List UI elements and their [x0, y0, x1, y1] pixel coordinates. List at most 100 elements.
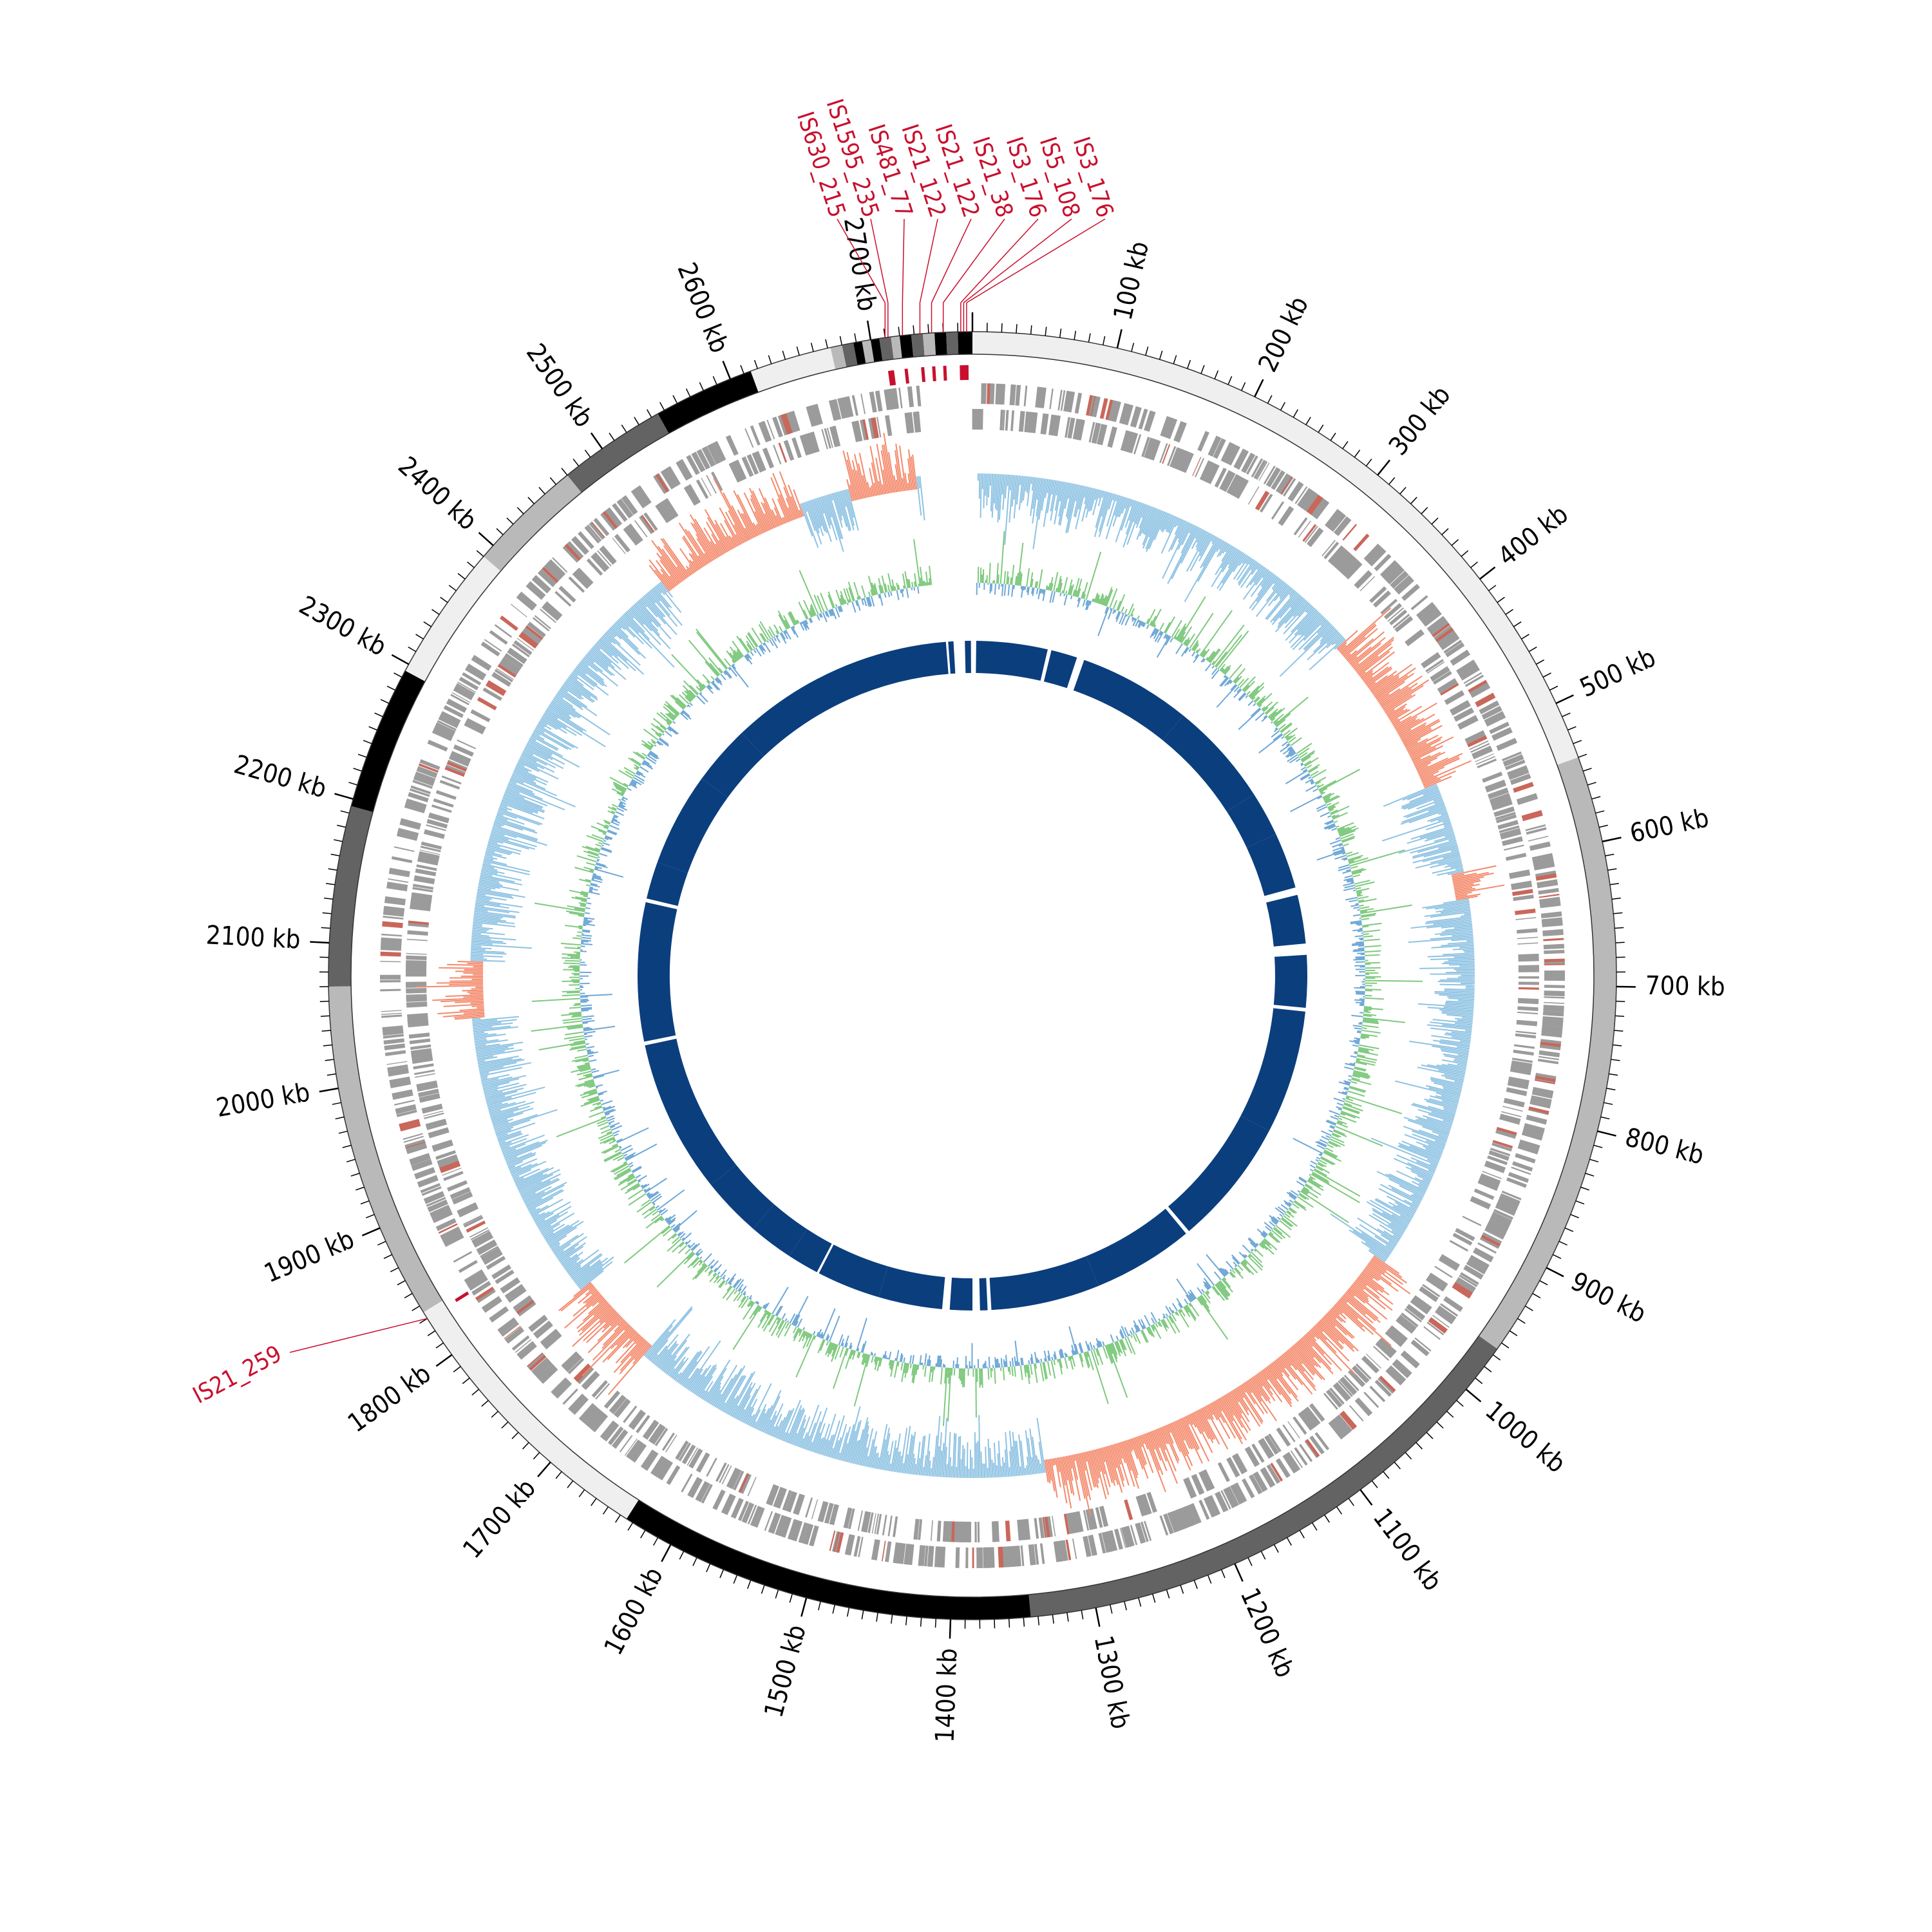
gc-bar	[1290, 1347, 1315, 1376]
gc-bar	[587, 652, 615, 676]
skew-bar	[1102, 1341, 1105, 1346]
skew-bar	[1332, 1132, 1341, 1138]
skew-bar	[896, 1350, 900, 1361]
gc-bar	[1207, 1405, 1214, 1416]
gc-bar	[686, 569, 692, 576]
gc-bar	[543, 1224, 565, 1238]
gc-bar	[1448, 998, 1475, 1000]
gc-bar	[588, 1285, 595, 1291]
gene-feature	[1542, 1010, 1564, 1017]
skew-bar	[845, 1348, 849, 1356]
skew-bar	[1346, 878, 1354, 882]
gc-bar	[504, 1142, 547, 1159]
minor-tick	[876, 1613, 878, 1622]
skew-bar	[1233, 1268, 1244, 1279]
minor-tick	[1535, 659, 1544, 665]
gc-bar	[1143, 507, 1155, 535]
skew-bar	[1344, 1081, 1350, 1085]
skew-bar	[1334, 820, 1338, 824]
minor-tick	[357, 753, 367, 758]
gc-bar	[656, 1340, 677, 1367]
skew-bar	[894, 1361, 898, 1378]
scale-label: 2000 kb	[214, 1077, 312, 1123]
gene-feature	[1498, 822, 1519, 830]
gene-feature	[1339, 1376, 1358, 1396]
gc-bar	[822, 495, 838, 540]
gc-bar	[539, 720, 547, 726]
gene-feature	[821, 429, 828, 450]
gc-bar	[1100, 1448, 1106, 1463]
gc-bar	[1200, 1408, 1220, 1445]
gc-bar	[1287, 1349, 1314, 1381]
skew-bar	[961, 1368, 963, 1385]
gc-bar	[655, 585, 662, 594]
gc-bar	[1426, 922, 1472, 929]
gc-bar	[1376, 681, 1405, 701]
gene-feature	[761, 421, 772, 442]
skew-bar	[606, 1115, 614, 1120]
skew-bar	[643, 1187, 650, 1193]
gene-feature	[1173, 421, 1187, 443]
skew-bar	[1238, 692, 1246, 701]
gc-bar	[1375, 675, 1408, 699]
gc-bar	[1440, 932, 1473, 936]
gc-bar	[810, 1421, 822, 1452]
gc-bar	[752, 490, 772, 531]
skew-bar	[1289, 1191, 1298, 1198]
gc-bar	[497, 812, 504, 817]
gc-bar	[869, 468, 876, 497]
gene-feature	[1247, 486, 1260, 505]
skew-bar	[581, 1009, 589, 1012]
gene-feature	[611, 1429, 626, 1447]
gc-bar	[1066, 484, 1075, 520]
gene-feature	[1363, 544, 1381, 562]
skew-bar	[603, 1137, 616, 1144]
gene-feature	[802, 1523, 814, 1545]
gc-bar	[1277, 597, 1304, 628]
gene-feature	[862, 419, 869, 440]
gc-bar	[1423, 770, 1456, 786]
skew-bar	[740, 1285, 747, 1294]
skew-bar	[775, 1305, 782, 1316]
gc-bar	[1444, 1003, 1474, 1007]
skew-bar	[1263, 715, 1267, 719]
gc-bar	[513, 771, 535, 782]
gc-bar	[1284, 601, 1309, 629]
gc-bar	[1444, 1055, 1468, 1061]
gene-feature	[1271, 501, 1285, 520]
gc-bar	[1289, 1348, 1303, 1365]
skew-bar	[583, 1027, 590, 1029]
gene-feature	[882, 1515, 887, 1536]
gc-bar	[871, 485, 875, 497]
skew-bar	[1212, 624, 1245, 666]
skew-bar	[583, 1073, 592, 1077]
skew-bar	[616, 1138, 623, 1142]
skew-bar	[1297, 748, 1310, 757]
gc-bar	[900, 1428, 908, 1473]
gc-bar	[678, 522, 707, 565]
gc-bar	[1233, 553, 1246, 573]
skew-bar	[1353, 1039, 1360, 1043]
gc-bar	[1455, 891, 1472, 896]
gc-bar	[1293, 1344, 1325, 1381]
skew-bar	[1358, 899, 1365, 902]
gene-feature	[1311, 498, 1329, 519]
skew-bar	[1338, 1091, 1347, 1095]
minor-tick	[1267, 395, 1273, 404]
gene-feature	[1497, 740, 1517, 752]
gc-bar	[1148, 511, 1166, 549]
skew-bar	[1332, 1130, 1347, 1137]
gc-bar	[1443, 905, 1470, 910]
skew-bar	[666, 1214, 676, 1223]
skew-bar	[651, 1195, 663, 1204]
skew-bar	[1045, 585, 1048, 591]
skew-bar	[1151, 609, 1162, 627]
skew-bar	[1220, 677, 1229, 687]
gc-bar	[907, 473, 911, 491]
gc-bar	[755, 1408, 766, 1430]
gene-feature	[935, 1546, 943, 1567]
skew-bar	[1346, 852, 1359, 857]
gc-bar	[1353, 636, 1394, 670]
gene-feature	[955, 1547, 960, 1568]
skew-bar	[1359, 927, 1363, 929]
